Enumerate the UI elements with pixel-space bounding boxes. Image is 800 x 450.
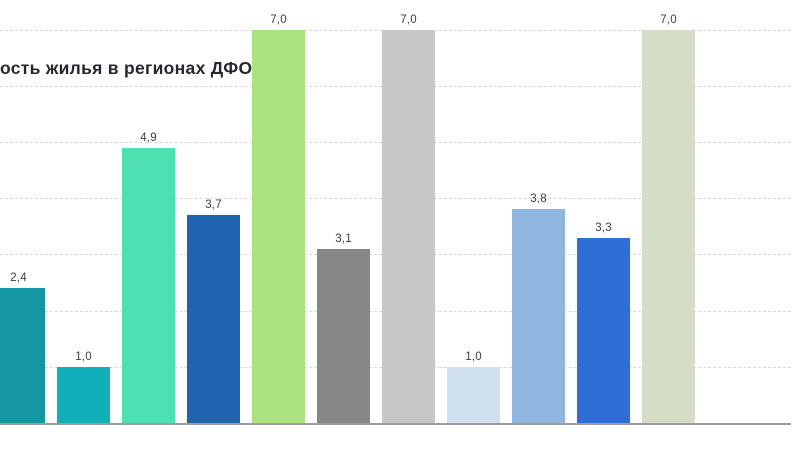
bar[interactable] bbox=[252, 29, 305, 423]
bar[interactable] bbox=[57, 366, 110, 423]
bar-value-label: 1,0 bbox=[75, 350, 92, 363]
bar[interactable] bbox=[187, 215, 240, 423]
bar[interactable] bbox=[577, 237, 630, 423]
bar[interactable] bbox=[382, 29, 435, 423]
bar[interactable] bbox=[0, 288, 45, 423]
chart-title: ость жилья в регионах ДФО bbox=[0, 58, 253, 78]
bar[interactable] bbox=[122, 147, 175, 423]
bar-value-label: 1,0 bbox=[465, 350, 482, 363]
x-axis-line bbox=[0, 423, 791, 425]
bar-value-label: 7,0 bbox=[400, 13, 417, 26]
bar-value-label: 4,9 bbox=[140, 131, 157, 144]
bar[interactable] bbox=[447, 366, 500, 423]
bar-value-label: 3,1 bbox=[335, 232, 352, 245]
bar[interactable] bbox=[317, 248, 370, 423]
bar-value-label: 7,0 bbox=[660, 13, 677, 26]
bar[interactable] bbox=[512, 209, 565, 423]
bar-value-label: 3,3 bbox=[595, 221, 612, 234]
bar-value-label: 3,8 bbox=[530, 193, 547, 206]
bar-value-label: 3,7 bbox=[205, 199, 222, 212]
bar-value-label: 2,4 bbox=[10, 272, 27, 285]
bar-value-label: 7,0 bbox=[270, 13, 287, 26]
bar[interactable] bbox=[642, 29, 695, 423]
